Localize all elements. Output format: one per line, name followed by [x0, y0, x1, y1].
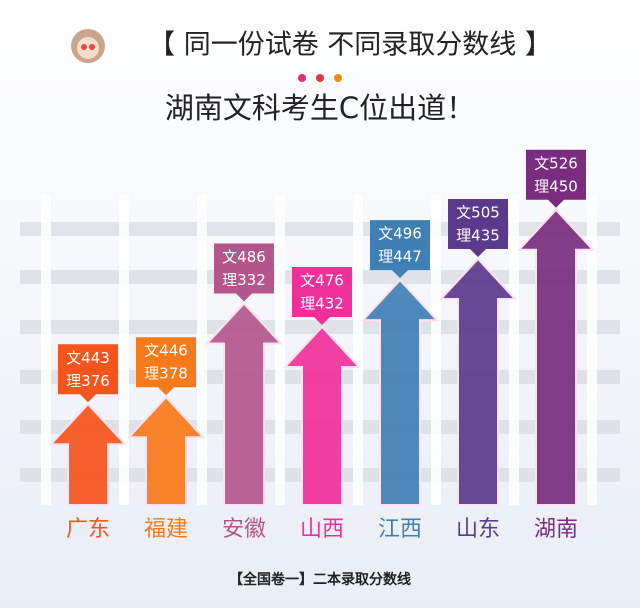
value-label-box [292, 266, 352, 325]
x-tick-label: 福建 [144, 517, 188, 542]
value-label: 理435 [456, 227, 500, 245]
value-label: 理332 [222, 271, 266, 289]
value-label-box [448, 199, 508, 257]
backdrop-column [509, 195, 519, 505]
value-label: 文526 [534, 154, 578, 172]
value-label: 文443 [66, 349, 110, 367]
value-label: 文486 [222, 248, 266, 266]
backdrop-column [275, 195, 285, 505]
x-tick-label: 江西 [378, 517, 422, 542]
x-tick-label: 安徽 [222, 517, 266, 542]
arrow-bar [438, 257, 518, 506]
value-label-box [58, 344, 118, 403]
arrow-bar [48, 402, 128, 506]
x-tick-label: 山西 [300, 517, 344, 542]
backdrop-column [197, 195, 207, 505]
arrow-bar [516, 208, 596, 506]
chart-subtitle: 湖南文科考生C位出道！ [165, 91, 475, 125]
backdrop-column [353, 195, 363, 505]
x-tick-label: 山东 [456, 517, 500, 542]
arrow-bar [204, 302, 284, 506]
backdrop-column [41, 195, 51, 505]
value-label: 文496 [378, 225, 422, 243]
dots [298, 74, 342, 82]
value-label-box [214, 243, 274, 302]
value-label: 理432 [300, 294, 344, 312]
plot: 文443 理376 广东 文446 理378 福建 文486 理332 安徽 文476 理432 山西… [41, 149, 597, 542]
arrow-bar [282, 325, 362, 506]
backdrop-column [431, 195, 441, 505]
backdrop-column [119, 195, 129, 505]
value-label: 理376 [66, 372, 110, 390]
value-label: 文446 [144, 342, 188, 360]
x-tick-label: 湖南 [534, 517, 578, 542]
arrow-bar [360, 278, 440, 506]
value-label-box [526, 149, 586, 208]
x-tick-label: 广东 [66, 517, 110, 542]
value-label: 理450 [534, 177, 578, 195]
chart-title: 【 同一份试卷 不同录取分数线 】 [148, 30, 552, 61]
avatar [71, 29, 105, 63]
caption: 【全国卷一】二本录取分数线 [229, 571, 411, 588]
value-label-box [370, 220, 430, 279]
value-label-box [136, 337, 196, 396]
value-label: 文476 [300, 271, 344, 289]
value-label: 文505 [456, 204, 500, 222]
value-label: 理378 [144, 365, 188, 383]
value-label: 理447 [378, 248, 422, 266]
arrow-bar [126, 395, 206, 506]
backdrop-column [587, 195, 597, 505]
